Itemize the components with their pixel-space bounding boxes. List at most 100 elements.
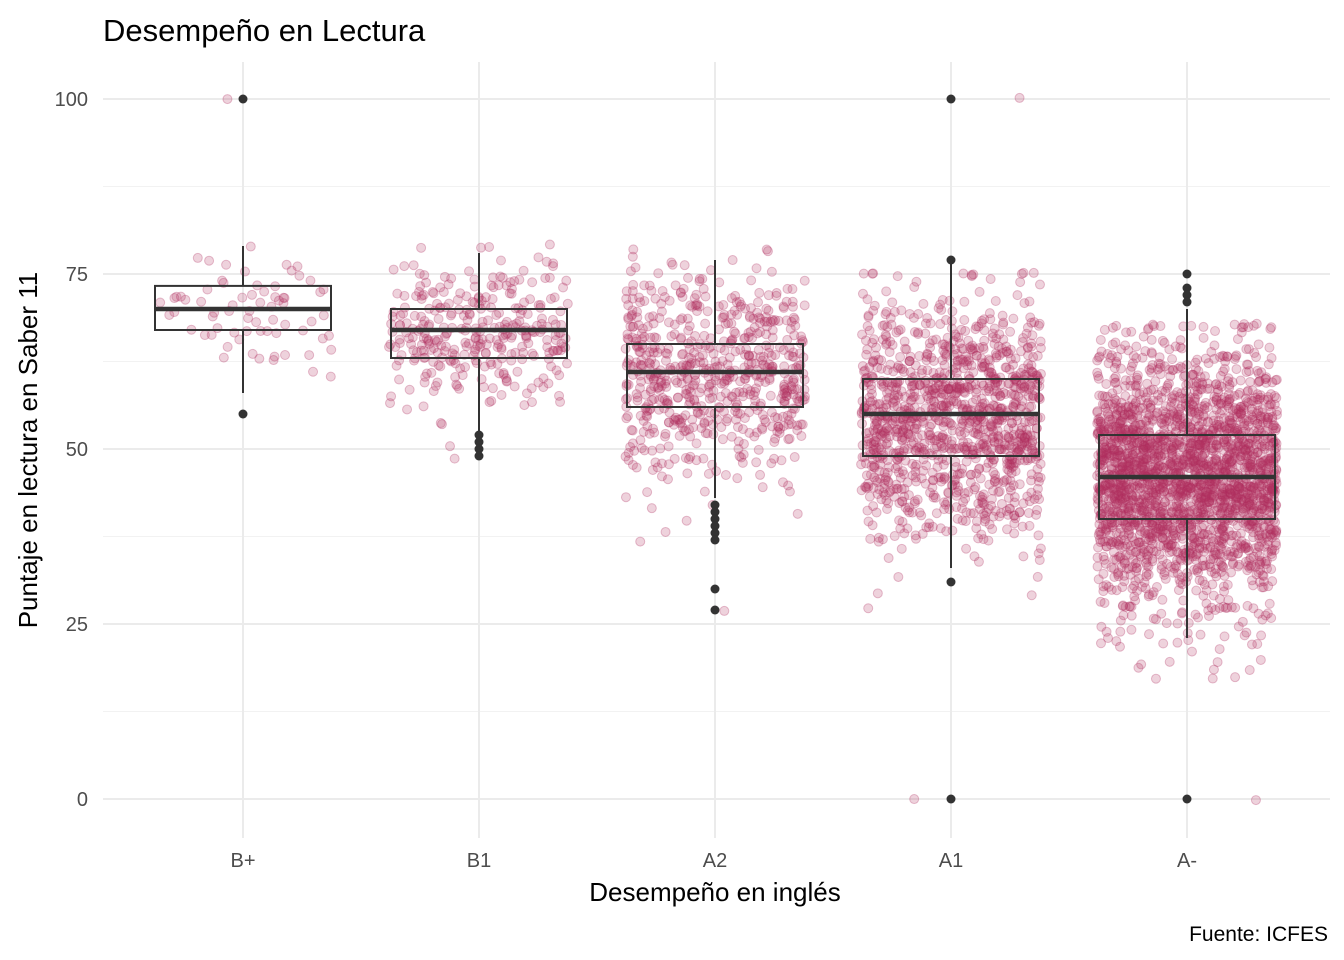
data-point xyxy=(1009,389,1020,400)
data-point xyxy=(1175,523,1186,534)
data-point xyxy=(792,393,803,404)
data-point xyxy=(774,428,785,439)
data-point xyxy=(1166,445,1177,456)
data-point xyxy=(439,345,450,356)
data-point xyxy=(620,492,631,503)
data-point xyxy=(691,306,702,317)
data-point xyxy=(792,508,803,519)
data-point xyxy=(654,394,665,405)
data-point xyxy=(1150,376,1161,387)
data-point xyxy=(1192,506,1203,517)
data-point xyxy=(547,314,558,325)
data-point xyxy=(221,259,232,270)
data-point xyxy=(666,331,677,342)
data-point xyxy=(626,311,637,322)
data-point xyxy=(951,443,962,454)
data-point xyxy=(1138,387,1149,398)
data-point xyxy=(1206,602,1217,613)
data-point xyxy=(317,333,328,344)
data-point xyxy=(254,353,265,364)
data-point xyxy=(1250,795,1261,806)
data-point xyxy=(470,344,481,355)
data-point xyxy=(689,379,700,390)
data-point xyxy=(724,352,735,363)
data-point xyxy=(642,321,653,332)
data-point xyxy=(628,279,639,290)
data-point xyxy=(876,355,887,366)
data-point xyxy=(729,326,740,337)
data-point xyxy=(892,271,903,282)
data-point xyxy=(526,397,537,408)
data-point xyxy=(554,390,565,401)
data-point xyxy=(1012,447,1023,458)
data-point xyxy=(703,416,714,427)
data-point xyxy=(938,381,949,392)
data-point xyxy=(733,436,744,447)
data-point xyxy=(661,381,672,392)
data-point xyxy=(799,300,810,311)
data-point xyxy=(675,314,686,325)
data-point xyxy=(306,316,317,327)
data-point xyxy=(1231,364,1242,375)
data-point xyxy=(1194,575,1205,586)
data-point xyxy=(498,333,509,344)
data-point xyxy=(394,334,405,345)
data-point xyxy=(1144,364,1155,375)
data-point xyxy=(1109,362,1120,373)
data-point xyxy=(418,289,429,300)
data-point xyxy=(1165,371,1176,382)
data-point xyxy=(933,380,944,391)
data-point xyxy=(636,376,647,387)
data-point xyxy=(639,280,650,291)
data-point xyxy=(1145,436,1156,447)
data-point xyxy=(1017,430,1028,441)
data-point xyxy=(750,386,761,397)
data-point xyxy=(691,299,702,310)
data-point xyxy=(656,471,667,482)
data-point xyxy=(872,477,883,488)
data-point xyxy=(863,481,874,492)
data-point xyxy=(990,380,1001,391)
data-point xyxy=(694,387,705,398)
data-point xyxy=(670,412,681,423)
x-tick-label: A2 xyxy=(703,850,727,872)
data-point xyxy=(292,261,303,272)
data-point xyxy=(1005,485,1016,496)
data-point xyxy=(734,451,745,462)
data-point xyxy=(1218,445,1229,456)
data-point xyxy=(391,360,402,371)
data-point xyxy=(1025,440,1036,451)
data-point xyxy=(644,357,655,368)
data-point xyxy=(269,351,280,362)
data-point xyxy=(1107,520,1118,531)
data-point xyxy=(548,258,559,269)
data-point xyxy=(897,425,908,436)
data-point xyxy=(885,359,896,370)
data-point xyxy=(957,463,968,474)
data-point xyxy=(259,286,270,297)
data-point xyxy=(1153,455,1164,466)
outlier-point xyxy=(946,794,956,804)
data-point xyxy=(796,431,807,442)
data-point xyxy=(501,375,512,386)
data-point xyxy=(207,311,218,322)
data-point xyxy=(392,288,403,299)
data-point xyxy=(659,394,670,405)
data-point xyxy=(970,428,981,439)
data-point xyxy=(779,381,790,392)
data-point xyxy=(1023,508,1034,519)
data-point xyxy=(1026,338,1037,349)
data-point xyxy=(1188,370,1199,381)
data-point xyxy=(694,273,705,284)
data-point xyxy=(770,433,781,444)
data-point xyxy=(1263,412,1274,423)
data-point xyxy=(1168,567,1179,578)
data-point xyxy=(1024,520,1035,531)
data-point xyxy=(938,421,949,432)
data-point xyxy=(902,443,913,454)
data-point xyxy=(996,498,1007,509)
data-point xyxy=(625,321,636,332)
data-point xyxy=(867,520,878,531)
data-point xyxy=(1006,417,1017,428)
